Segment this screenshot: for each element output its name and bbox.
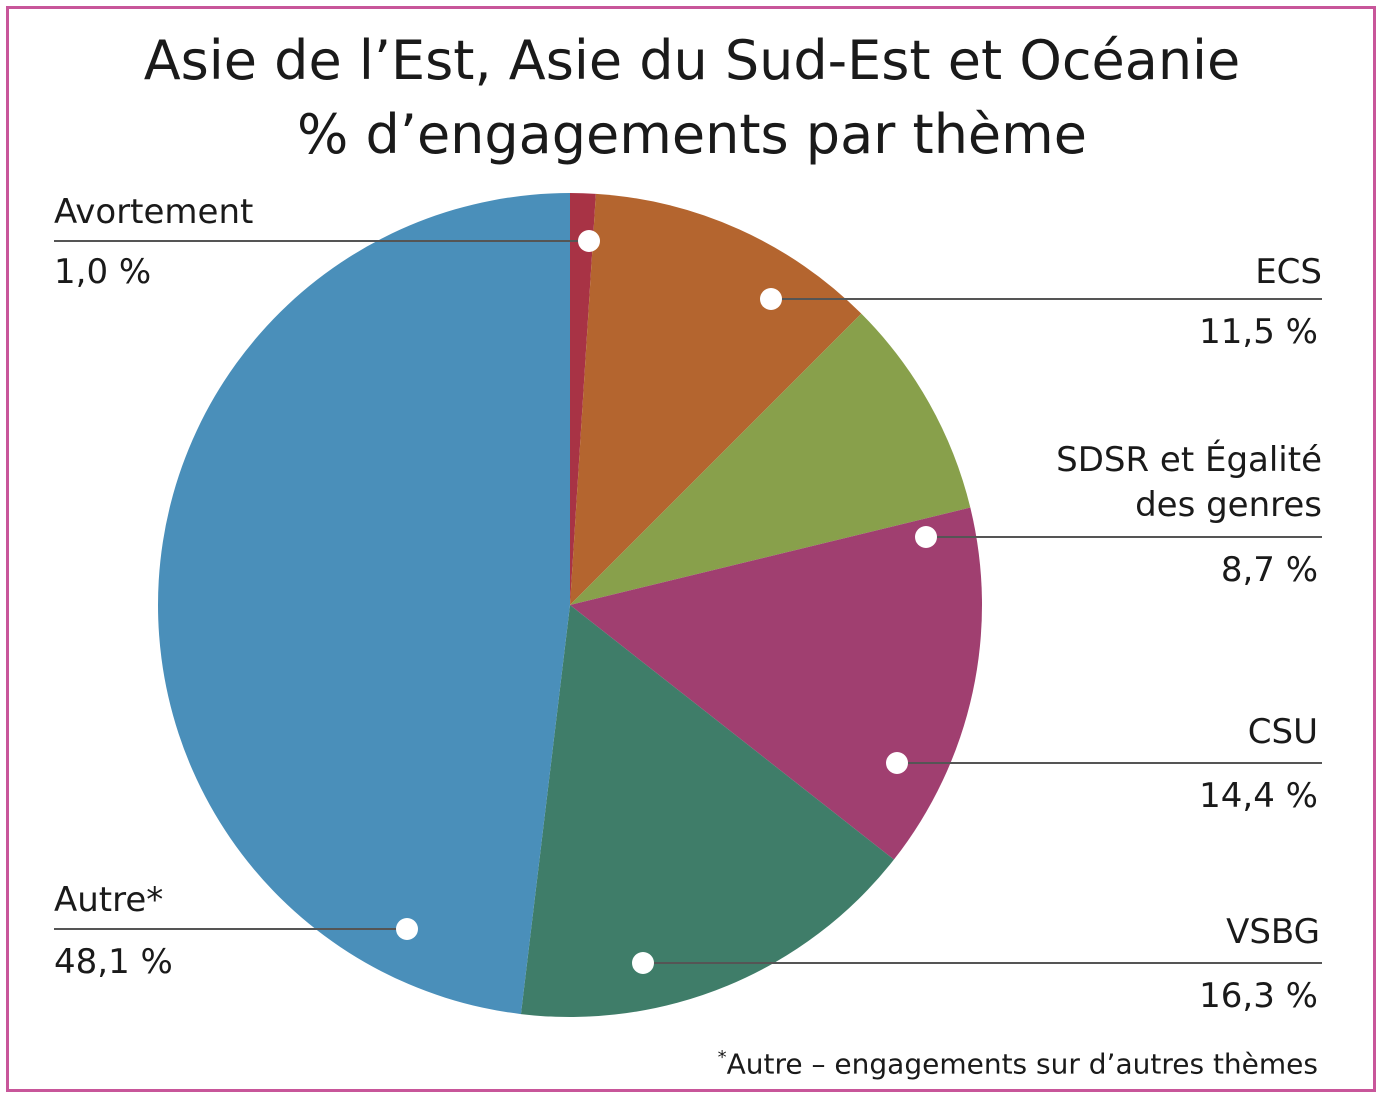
label-vsbg: VSBG (1226, 912, 1320, 952)
leader-dot-avortement (578, 230, 600, 252)
slice-avortement (570, 193, 596, 605)
leader-dot-sdsr (915, 526, 937, 548)
footnote-text: Autre – engagements sur d’autres thèmes (726, 1047, 1318, 1081)
chart-title: Asie de l’Est, Asie du Sud-Est et Océani… (143, 29, 1241, 92)
label-ecs: ECS (1255, 252, 1322, 292)
label-avortement: Avortement (54, 192, 254, 232)
slice-autre (157, 193, 571, 1015)
slice-ecs (570, 193, 862, 605)
label-sdsr-line2: des genres (1135, 485, 1322, 525)
label-csu: CSU (1247, 712, 1318, 752)
value-avortement: 1,0 % (54, 252, 152, 292)
slice-csu (570, 507, 982, 860)
value-autre: 48,1 % (54, 942, 173, 982)
footnote-mark: * (717, 1047, 727, 1068)
leader-dot-vsbg (632, 952, 654, 974)
slice-sdsr (570, 313, 971, 605)
chart-frame (6, 6, 1376, 1092)
slice-vsbg (520, 605, 894, 1017)
leader-dot-ecs (760, 288, 782, 310)
label-sdsr-line1: SDSR et Égalité (1056, 440, 1322, 480)
value-vsbg: 16,3 % (1199, 976, 1318, 1016)
value-ecs: 11,5 % (1199, 312, 1318, 352)
value-csu: 14,4 % (1199, 776, 1318, 816)
footnote: *Autre – engagements sur d’autres thèmes (718, 1040, 1318, 1082)
leader-dot-csu (886, 752, 908, 774)
leader-dot-autre (396, 918, 418, 940)
value-sdsr: 8,7 % (1220, 550, 1318, 590)
label-autre: Autre* (54, 880, 164, 920)
chart-subtitle: % d’engagements par thème (297, 103, 1087, 166)
